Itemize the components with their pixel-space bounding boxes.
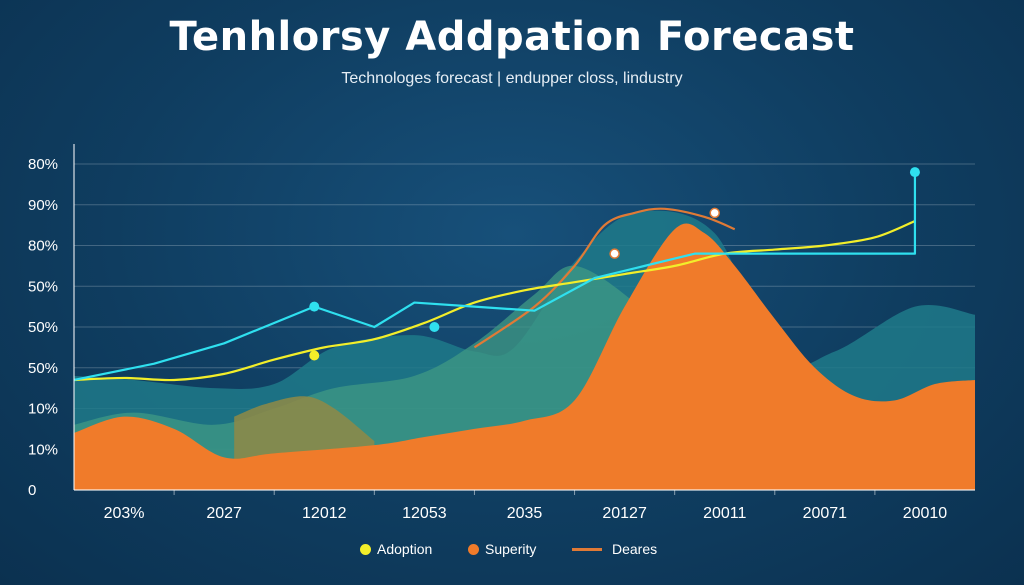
line-adoption	[73, 220, 916, 382]
marker-deares	[609, 248, 620, 259]
series-areas	[74, 210, 975, 491]
legend: Adoption Superity Deares	[0, 541, 1024, 561]
y-tick-label: 0	[28, 482, 36, 499]
x-tick-label: 12012	[302, 505, 347, 522]
y-tick-label: 80%	[28, 156, 58, 173]
legend-label-superity: Superity	[485, 541, 537, 557]
x-tick-label: 20011	[703, 505, 746, 522]
marker-adoption	[309, 350, 320, 361]
marker-projection	[309, 301, 320, 312]
y-tick-label: 80%	[28, 238, 58, 255]
axes	[73, 144, 975, 491]
chart-title: Tenhlorsy Addpation Forecast	[169, 14, 855, 60]
area-superity	[74, 223, 975, 490]
x-tick-label: 2027	[206, 505, 242, 522]
x-tick-label: 20127	[602, 505, 647, 522]
deares-line-icon	[572, 547, 602, 551]
y-tick-label: 10%	[28, 441, 58, 458]
marker-projection	[909, 167, 920, 178]
x-tick-label: 20071	[803, 505, 848, 522]
legend-item-adoption: Adoption	[360, 541, 432, 557]
y-tick-label: 50%	[28, 360, 58, 377]
legend-item-deares: Deares	[572, 541, 657, 557]
marker-deares	[709, 207, 720, 219]
marker-projection	[429, 322, 440, 332]
superity-dot-icon	[468, 543, 479, 555]
x-tick-label: 20010	[903, 505, 948, 522]
series-lines	[73, 172, 917, 382]
legend-label-deares: Deares	[612, 541, 658, 557]
line-projection	[73, 172, 917, 382]
chart-subtitle: Technologes forecast | endupper closs, l…	[341, 70, 683, 87]
line-deares	[473, 207, 736, 349]
y-tick-label: 10%	[28, 401, 58, 418]
series-markers	[309, 167, 920, 361]
x-tick-label: 2035	[507, 505, 543, 522]
y-tick-label: 50%	[28, 319, 58, 336]
legend-label-adoption: Adoption	[377, 541, 433, 557]
tick-labels: 0 10% 10% 50% 50% 50% 80% 90% 80% 203% 2027 12012 12…	[28, 156, 947, 522]
x-tick-label: 12053	[402, 505, 447, 522]
adoption-dot-icon	[360, 543, 371, 555]
y-tick-label: 50%	[28, 278, 58, 295]
y-tick-label: 90%	[28, 197, 58, 214]
x-tick-label: 203%	[104, 505, 145, 522]
legend-item-superity: Superity	[468, 541, 536, 557]
